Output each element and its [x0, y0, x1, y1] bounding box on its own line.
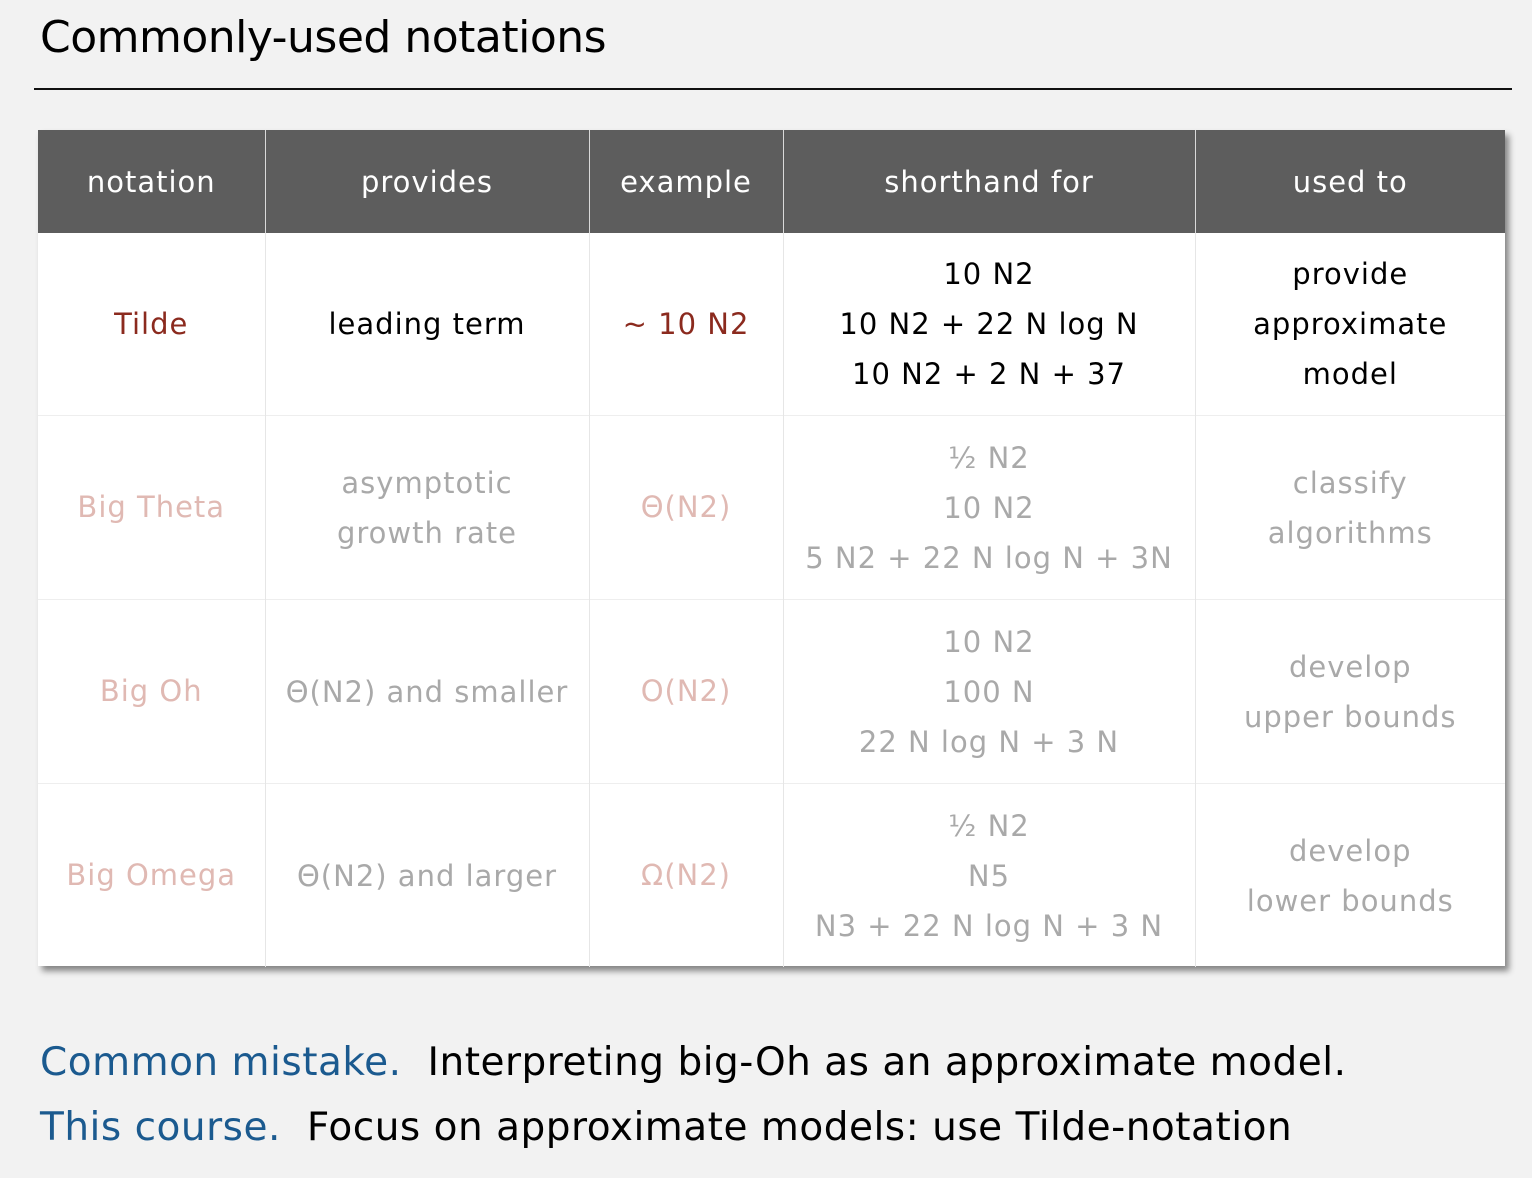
footer-this-course: This course. Focus on approximate models:…: [40, 1105, 1292, 1150]
shorthand-line: N3 + 22 N log N + 3 N: [814, 908, 1164, 943]
notation-table-grid: notation provides example shorthand for …: [38, 130, 1505, 967]
header-shorthand-for: shorthand for: [782, 130, 1195, 233]
provides-cell: leading term: [264, 233, 589, 416]
table-row-big-oh: Big Oh Θ(N2) and smaller O(N2) 10 N2 100 N 22…: [38, 599, 1505, 784]
shorthand-line: 10 N2 + 22 N log N: [839, 307, 1139, 341]
used-to-line: model: [1302, 357, 1398, 391]
provides-cell: Θ(N2) and smaller: [264, 599, 589, 784]
example-cell: Θ(N2): [588, 415, 783, 600]
shorthand-line: ½ N2: [948, 440, 1030, 475]
used-to-cell: develop lower bounds: [1194, 783, 1505, 967]
footer-common-mistake: Common mistake. Interpreting big-Oh as an…: [40, 1040, 1346, 1085]
shorthand-cell: ½ N2 10 N2 5 N2 + 22 N log N + 3N: [782, 415, 1195, 600]
example-cell: ~ 10 N2: [588, 233, 783, 416]
shorthand-cell: ½ N2 N5 N3 + 22 N log N + 3 N: [782, 783, 1195, 967]
used-to-line: provide: [1292, 257, 1409, 291]
used-to-line: develop: [1289, 649, 1412, 684]
notation-cell: Big Theta: [38, 415, 265, 600]
title-divider: [34, 88, 1512, 90]
footer-this-course-label: This course.: [40, 1105, 281, 1150]
shorthand-line: ½ N2: [948, 808, 1030, 843]
header-used-to: used to: [1194, 130, 1505, 233]
table-row-big-theta: Big Theta asymptotic growth rate Θ(N2) ½ N2 1…: [38, 415, 1505, 600]
provides-line: leading term: [328, 307, 526, 341]
table-row-big-omega: Big Omega Θ(N2) and larger Ω(N2) ½ N2 N5 N3 +…: [38, 783, 1505, 967]
shorthand-line: N5: [967, 858, 1011, 893]
provides-line: growth rate: [336, 515, 518, 550]
used-to-line: upper bounds: [1243, 699, 1457, 734]
notation-cell: Big Oh: [38, 599, 265, 784]
used-to-line: approximate: [1253, 307, 1448, 341]
header-notation: notation: [38, 130, 265, 233]
provides-cell: Θ(N2) and larger: [264, 783, 589, 967]
page-title: Commonly-used notations: [40, 12, 607, 63]
header-example: example: [588, 130, 783, 233]
shorthand-line: 22 N log N + 3 N: [858, 724, 1120, 759]
provides-cell: asymptotic growth rate: [264, 415, 589, 600]
shorthand-line: 100 N: [943, 674, 1035, 709]
shorthand-cell: 10 N2 10 N2 + 22 N log N 10 N2 + 2 N + 37: [782, 233, 1195, 416]
shorthand-cell: 10 N2 100 N 22 N log N + 3 N: [782, 599, 1195, 784]
notation-table: notation provides example shorthand for …: [38, 130, 1505, 967]
used-to-cell: provide approximate model: [1194, 233, 1505, 416]
used-to-cell: develop upper bounds: [1194, 599, 1505, 784]
table-row-tilde: Tilde leading term ~ 10 N2 10 N2 10 N2 + 22 …: [38, 233, 1505, 416]
used-to-line: develop: [1289, 833, 1412, 868]
table-header-row: notation provides example shorthand for …: [38, 130, 1505, 233]
provides-line: asymptotic: [341, 465, 513, 500]
used-to-line: algorithms: [1267, 515, 1433, 550]
shorthand-line: 10 N2 + 2 N + 37: [852, 357, 1126, 391]
example-cell: Ω(N2): [588, 783, 783, 967]
used-to-cell: classify algorithms: [1194, 415, 1505, 600]
used-to-line: classify: [1292, 465, 1408, 500]
footer-common-mistake-label: Common mistake.: [40, 1040, 402, 1085]
shorthand-line: 10 N2: [943, 257, 1035, 291]
used-to-line: lower bounds: [1246, 883, 1454, 918]
shorthand-line: 10 N2: [943, 490, 1035, 525]
provides-line: Θ(N2) and smaller: [285, 674, 569, 709]
shorthand-line: 10 N2: [943, 624, 1035, 659]
provides-line: Θ(N2) and larger: [296, 858, 557, 893]
notation-cell: Big Omega: [38, 783, 265, 967]
footer-this-course-text: Focus on approximate models: use Tilde-n…: [306, 1105, 1293, 1150]
notation-cell: Tilde: [114, 306, 189, 341]
header-provides: provides: [264, 130, 589, 233]
shorthand-line: 5 N2 + 22 N log N + 3N: [805, 540, 1173, 575]
footer-common-mistake-text: Interpreting big-Oh as an approximate mo…: [427, 1040, 1347, 1085]
example-cell: O(N2): [588, 599, 783, 784]
